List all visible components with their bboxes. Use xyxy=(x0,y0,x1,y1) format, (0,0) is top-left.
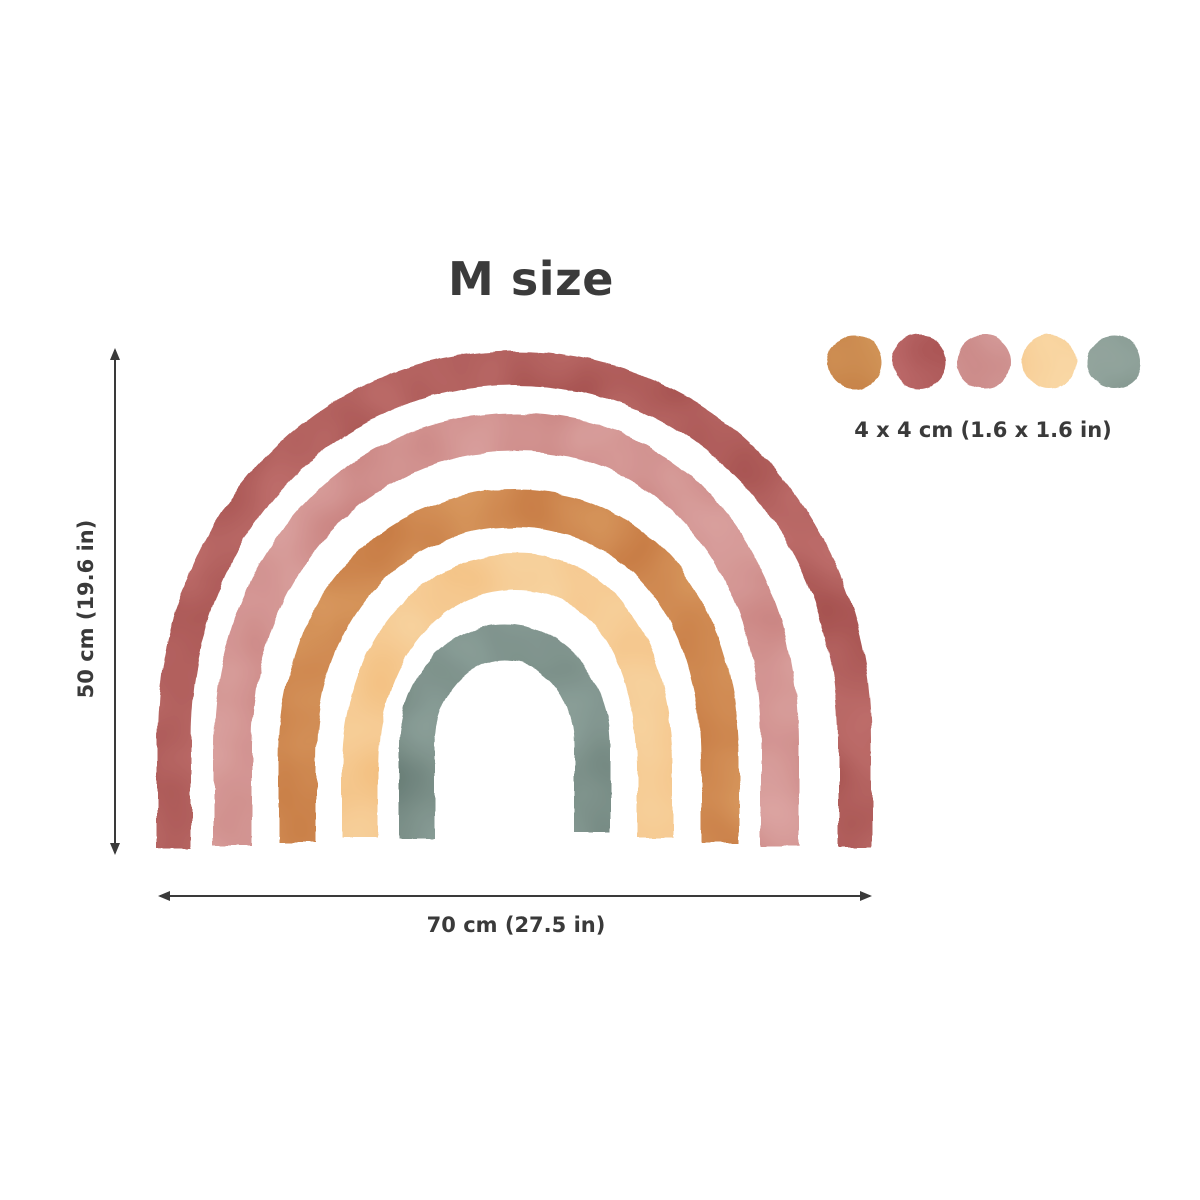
rainbow-band-inner xyxy=(399,623,610,838)
color-dot-2 xyxy=(892,335,946,389)
height-dimension-label: 50 cm (19.6 in) xyxy=(74,519,98,699)
rainbow-band-outer xyxy=(157,350,872,848)
width-dimension-label: 70 cm (27.5 in) xyxy=(426,913,606,937)
dots-size-label: 4 x 4 cm (1.6 x 1.6 in) xyxy=(854,418,1112,442)
color-dot-4 xyxy=(1022,335,1076,389)
rainbow-band-fourth xyxy=(342,553,673,838)
color-dot-5 xyxy=(1087,335,1141,389)
rainbow-band-second xyxy=(214,412,799,846)
size-title: M size xyxy=(448,252,614,306)
rainbow-band-middle xyxy=(278,488,739,843)
color-dot-1 xyxy=(828,335,882,389)
color-dot-3 xyxy=(957,335,1011,389)
